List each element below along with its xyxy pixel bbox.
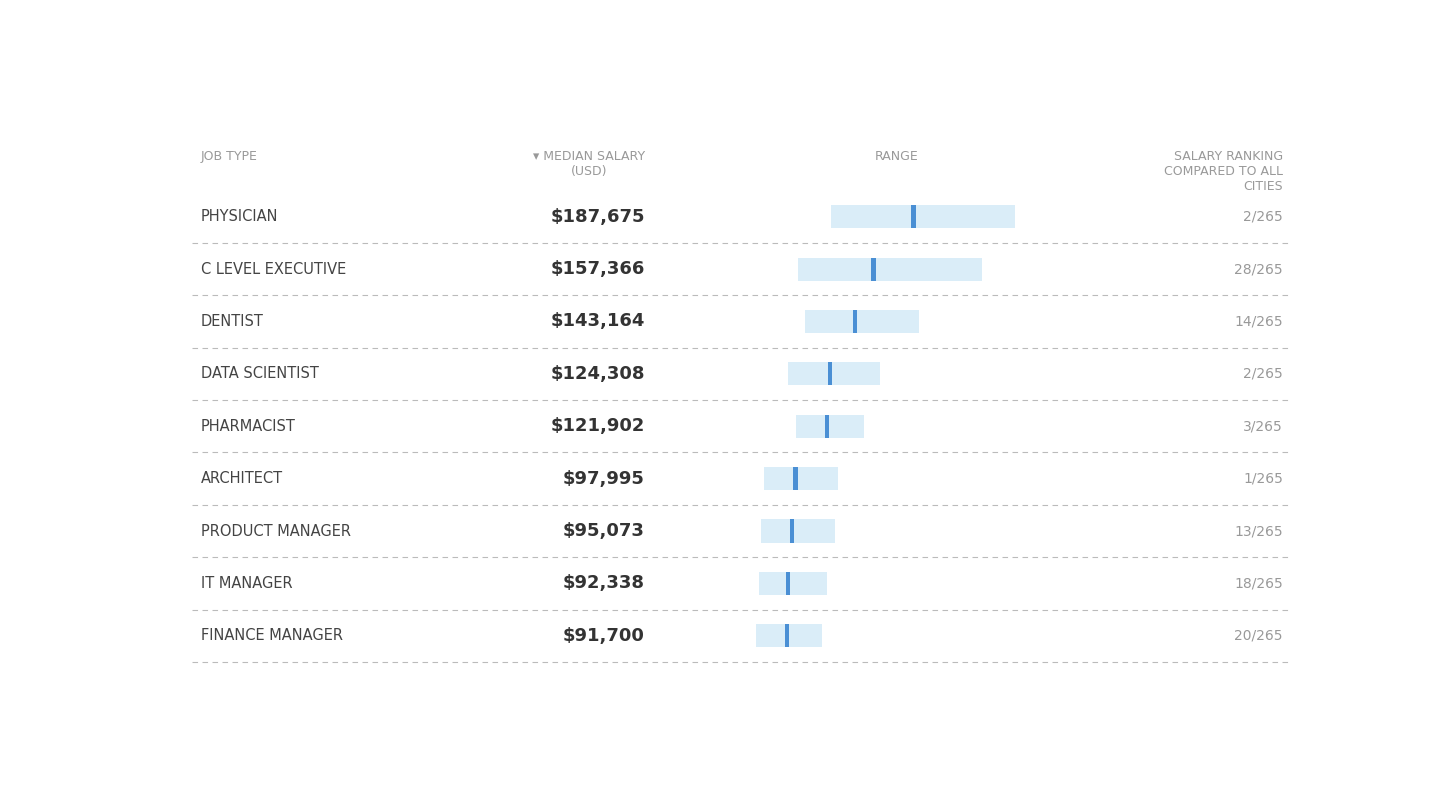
Text: ▾ MEDIAN SALARY
(USD): ▾ MEDIAN SALARY (USD) [533,149,645,178]
Text: 14/265: 14/265 [1235,315,1282,328]
Text: DENTIST: DENTIST [201,314,263,329]
Text: C LEVEL EXECUTIVE: C LEVEL EXECUTIVE [201,262,347,277]
Text: JOB TYPE: JOB TYPE [201,149,257,163]
Text: $92,338: $92,338 [563,574,645,592]
Text: PHARMACIST: PHARMACIST [201,418,296,433]
Text: ARCHITECT: ARCHITECT [201,471,283,486]
Text: 2/265: 2/265 [1243,210,1282,224]
Bar [790,520,794,543]
Bar [825,414,829,438]
Bar [786,624,790,647]
Text: DATA SCIENTIST: DATA SCIENTIST [201,366,319,381]
Text: 1/265: 1/265 [1243,471,1282,486]
Bar [911,205,915,229]
Text: RANGE: RANGE [875,149,918,163]
Bar [796,414,864,438]
Text: $157,366: $157,366 [550,260,645,278]
Bar [793,467,797,490]
Bar [799,258,982,281]
Bar [758,572,827,595]
Text: PHYSICIAN: PHYSICIAN [201,210,279,224]
Bar [804,310,918,333]
Text: 2/265: 2/265 [1243,367,1282,381]
Text: $143,164: $143,164 [550,312,645,331]
Text: 13/265: 13/265 [1235,524,1282,538]
Text: FINANCE MANAGER: FINANCE MANAGER [201,628,342,643]
Text: $121,902: $121,902 [550,418,645,435]
Text: $91,700: $91,700 [563,626,645,645]
Text: IT MANAGER: IT MANAGER [201,576,292,591]
Bar [786,572,790,595]
Bar [761,520,835,543]
Bar [853,310,858,333]
Text: $187,675: $187,675 [550,208,645,225]
Bar [871,258,875,281]
Text: PRODUCT MANAGER: PRODUCT MANAGER [201,524,351,539]
Text: $97,995: $97,995 [563,470,645,487]
Bar [827,362,832,385]
Bar [787,362,879,385]
Text: SALARY RANKING
COMPARED TO ALL
CITIES: SALARY RANKING COMPARED TO ALL CITIES [1164,149,1282,193]
Bar [832,205,1015,229]
Text: $124,308: $124,308 [550,365,645,383]
Text: 3/265: 3/265 [1243,419,1282,433]
Text: 28/265: 28/265 [1235,262,1282,276]
Bar [764,467,838,490]
Text: 18/265: 18/265 [1235,577,1282,590]
Text: $95,073: $95,073 [563,522,645,540]
Text: 20/265: 20/265 [1235,629,1282,643]
Bar [757,624,822,647]
